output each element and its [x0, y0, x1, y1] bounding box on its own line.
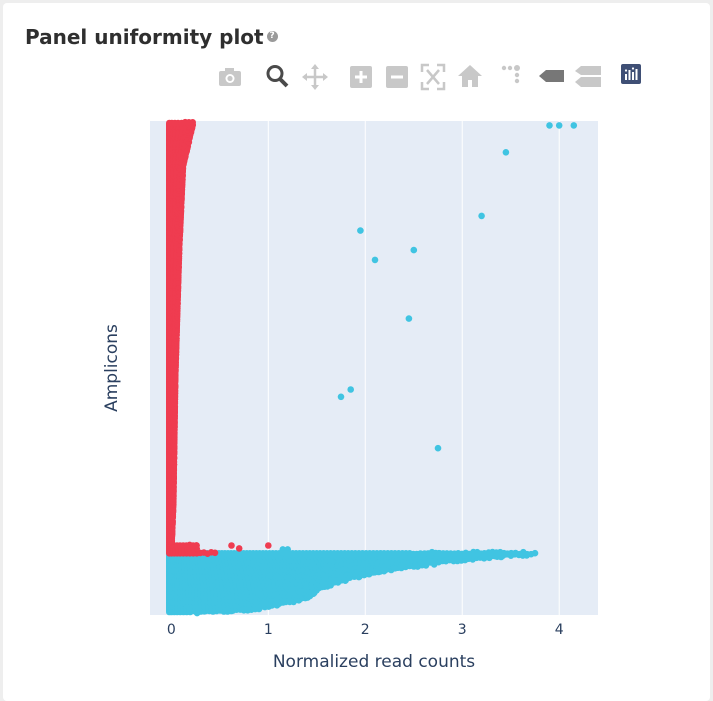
- zoom-out-icon[interactable]: [382, 60, 412, 92]
- outlier-point[interactable]: [228, 542, 235, 549]
- x-tick-label: 1: [264, 622, 273, 638]
- data-point[interactable]: [211, 549, 219, 557]
- plotly-logo-icon[interactable]: [617, 60, 647, 92]
- camera-icon[interactable]: [215, 60, 245, 92]
- x-axis-title: Normalized read counts: [273, 652, 475, 672]
- spike-lines-icon[interactable]: [500, 60, 530, 92]
- x-tick-label: 3: [458, 622, 467, 638]
- outlier-point[interactable]: [478, 212, 485, 220]
- x-tick-label: 0: [167, 622, 176, 638]
- outlier-point[interactable]: [546, 122, 553, 129]
- panel-title-text: Panel uniformity plot: [25, 25, 264, 49]
- panel-title: Panel uniformity plot?: [25, 25, 278, 49]
- outlier-point[interactable]: [337, 393, 345, 401]
- outlier-point[interactable]: [235, 545, 243, 552]
- x-tick-label: 2: [361, 622, 370, 638]
- x-tick-labels: 0 1 2 3 4: [167, 622, 564, 638]
- outlier-point[interactable]: [357, 227, 364, 234]
- outlier-point[interactable]: [347, 386, 355, 393]
- autoscale-icon[interactable]: [418, 60, 448, 92]
- data-point[interactable]: [531, 549, 539, 557]
- x-tick-label: 4: [555, 622, 564, 638]
- help-icon[interactable]: ?: [266, 31, 278, 42]
- outlier-point[interactable]: [405, 315, 413, 322]
- grid-lines: [267, 121, 560, 615]
- plot-background: [150, 121, 598, 615]
- outlier-point[interactable]: [265, 542, 272, 549]
- outlier-point[interactable]: [371, 256, 379, 264]
- outlier-point[interactable]: [570, 122, 578, 129]
- data-point[interactable]: [189, 119, 196, 126]
- outlier-point[interactable]: [279, 546, 287, 553]
- zoom-icon[interactable]: [262, 60, 292, 92]
- data-point[interactable]: [193, 542, 200, 549]
- outlier-point[interactable]: [555, 122, 563, 129]
- reset-axes-icon[interactable]: [455, 60, 485, 92]
- zoom-in-icon[interactable]: [346, 60, 376, 92]
- pan-icon[interactable]: [300, 60, 330, 92]
- outlier-point[interactable]: [434, 444, 442, 452]
- outlier-point[interactable]: [410, 246, 418, 254]
- scatter-points: [166, 118, 578, 617]
- hover-closest-icon[interactable]: [536, 60, 566, 92]
- y-axis-title: Amplicons: [102, 324, 122, 412]
- hover-compare-icon[interactable]: [573, 60, 603, 92]
- outlier-point[interactable]: [502, 149, 510, 156]
